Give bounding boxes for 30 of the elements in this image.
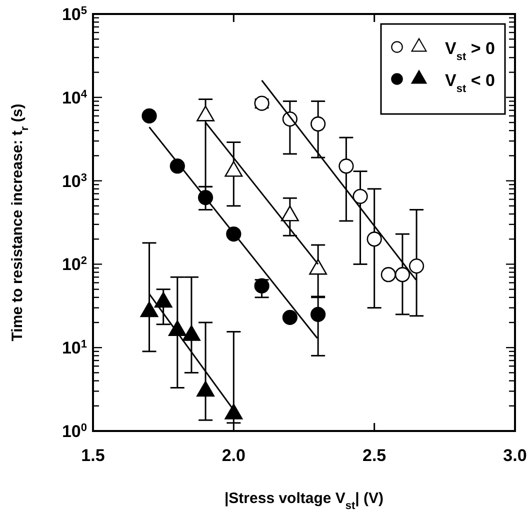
point <box>254 96 270 111</box>
x-axis-title: |Stress voltage V$_{st}$| (V) <box>224 490 384 512</box>
point <box>408 258 424 274</box>
point <box>310 116 326 132</box>
x-tick-label: 2.0 <box>222 446 246 465</box>
point <box>310 306 326 322</box>
legend-label: V$_{st}$ > 0 <box>445 39 495 63</box>
x-tick-label: 2.5 <box>362 446 386 465</box>
point <box>182 325 200 341</box>
x-tick-label: 3.0 <box>503 446 527 465</box>
point <box>142 108 157 124</box>
y-tick-label: 10$^{1}$ <box>62 338 87 358</box>
point <box>338 158 354 174</box>
y-tick-label: 10$^{4}$ <box>62 88 88 108</box>
y-tick-label: 10$^{0}$ <box>62 422 87 441</box>
point <box>366 232 382 247</box>
point <box>380 267 396 282</box>
y-tick-label: 10$^{3}$ <box>62 172 87 191</box>
point <box>154 292 172 308</box>
x-tick-label: 1.5 <box>81 446 105 465</box>
point <box>224 404 243 420</box>
y-tick-label: 10$^{2}$ <box>62 255 87 274</box>
point <box>352 188 368 204</box>
point <box>196 380 215 397</box>
legend-label: V$_{st}$ < 0 <box>445 71 495 95</box>
point <box>140 301 158 318</box>
point <box>254 278 270 294</box>
y-tick-label: 10$^{5}$ <box>62 5 87 24</box>
point <box>282 310 298 325</box>
point <box>394 267 410 282</box>
